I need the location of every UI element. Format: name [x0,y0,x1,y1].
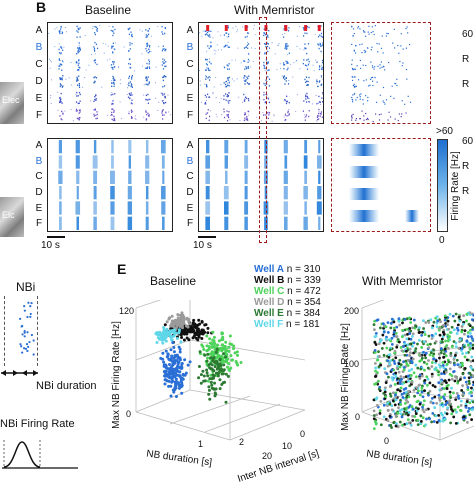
right-z-tick-200: 200 [344,307,359,316]
colorbar-axis-label: Firing Rate [Hz] [451,146,461,226]
legend-item: Well B n = 339 [254,276,321,286]
memristor-scale-label: 10 s [193,241,212,251]
memristor-heatmap-row-label-c: C [185,172,195,182]
baseline-heatmap-row-label-a: A [34,141,44,151]
baseline-raster-row-label-c: C [34,60,44,70]
memristor-scale-bar [198,236,216,238]
memristor-raster-row-label-c: C [185,60,195,70]
right-z-axis-label: Max NB Firing Rate [Hz] [341,312,351,442]
nb-schematic-title: NBi [16,281,35,293]
right-z-tick-0: 0 [355,413,360,422]
nb-firing-rate-gaussian [0,436,80,472]
baseline-raster-row-label-d: D [34,77,44,87]
selection-window [259,17,267,243]
colorbar-max-label: >60 [436,127,453,137]
left-y-tick-10: 10 [282,442,292,451]
baseline-scale-bar [47,236,65,238]
legend-well-name: Well C [254,286,284,297]
memristor-heatmap-row-label-b: B [185,157,195,167]
nb-firing-rate-label: NBi Firing Rate [0,419,75,430]
zoom-box-top [331,22,431,124]
electrode-photo-bottom: Elc [0,197,24,237]
memristor-heatmap-row-label-f: F [185,219,195,229]
raster-spikes [48,23,172,123]
heatmap-bands [48,139,172,231]
legend-item: Well A n = 310 [254,265,320,275]
right-x-tick-0: 0 [384,437,389,446]
left-y-tick-0: 0 [300,430,305,439]
left-x-tick-1: 1 [198,440,203,449]
nb-duration-arrows [0,366,40,380]
baseline-heatmap-row-label-f: F [34,219,44,229]
memristor-heatmap-row-label-a: A [185,141,195,151]
panel-b-memristor-title: With Memristor [234,4,315,16]
cropped-side-label: R [462,187,469,197]
baseline-raster-row-label-b: B [34,43,44,53]
memristor-raster-row-label-e: E [185,94,195,104]
colorbar-min-label: 0 [439,236,445,246]
panel-e-baseline-title: Baseline [150,275,196,287]
cropped-side-label: R [462,80,469,90]
zoom-box-bottom [331,138,431,232]
memristor-raster-row-label-b: B [185,43,195,53]
left-z-tick-120: 120 [119,307,134,316]
legend-count: n = 310 [284,264,320,275]
memristor-heatmap-row-label-e: E [185,204,195,214]
left-z-tick-0: 0 [126,410,131,419]
cropped-side-label: R [462,55,469,65]
left-y-tick-20: 20 [262,452,272,461]
legend-count: n = 339 [284,275,320,286]
nb-spike-scatter [0,296,44,368]
left-x-tick-2: 2 [239,438,244,447]
baseline-heatmap-row-label-d: D [34,188,44,198]
memristor-raster-row-label-f: F [185,111,195,121]
panel-e-memristor-title: With Memristor [362,275,443,287]
memristor-heatmap-row-label-d: D [185,188,195,198]
legend-count: n = 472 [284,286,320,297]
legend-well-name: Well B [254,275,284,286]
baseline-heatmap-row-label-e: E [34,204,44,214]
memristor-3d-scatter [330,300,474,470]
baseline-raster-row-label-a: A [34,26,44,36]
nb-duration-label: NBi duration [36,381,97,392]
right-z-tick-100: 100 [344,360,359,369]
memristor-raster-row-label-a: A [185,26,195,36]
baseline-firing-rate-heatmap [47,138,173,232]
colorbar [437,139,448,232]
panel-b-baseline-title: Baseline [85,4,131,16]
panel-b-letter: B [36,0,46,14]
baseline-spike-raster [47,22,173,124]
legend-item: Well C n = 472 [254,287,321,297]
electrode-photo-bottom-label: Elc [2,211,15,220]
baseline-raster-row-label-f: F [34,111,44,121]
baseline-heatmap-row-label-b: B [34,157,44,167]
baseline-raster-row-label-e: E [34,94,44,104]
memristor-raster-row-label-d: D [185,77,195,87]
left-z-axis-label: Max NB Firing Rate [Hz] [112,310,122,440]
panel-e-letter: E [117,262,126,276]
baseline-scale-label: 10 s [41,241,60,251]
baseline-heatmap-row-label-c: C [34,172,44,182]
electrode-photo-top-label: Elec [2,96,20,105]
legend-well-name: Well A [254,264,284,275]
cropped-side-label: 60 [462,30,473,40]
electrode-photo-top: Elec [0,82,24,124]
cropped-side-label: 60 [462,137,473,147]
cropped-side-label: R [462,162,469,172]
